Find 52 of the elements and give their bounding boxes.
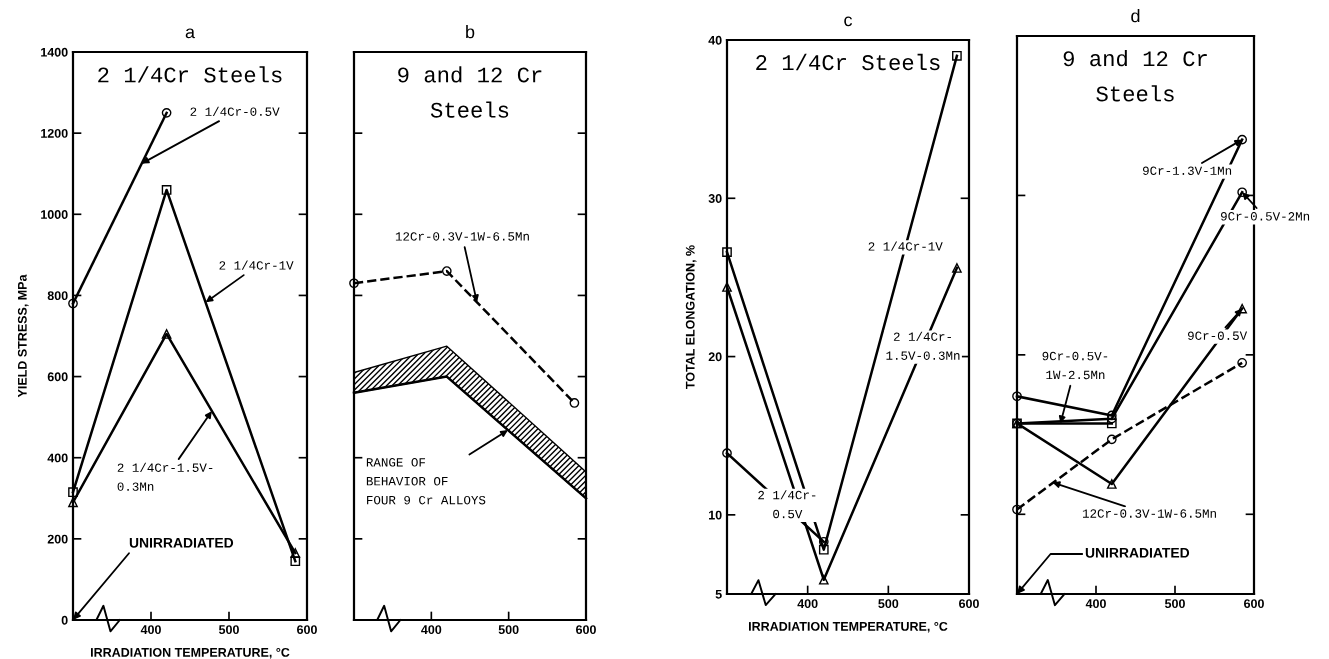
text: 9 and 12 Cr Steels xyxy=(398,66,542,118)
y-tick-label: 1000 xyxy=(41,210,68,219)
annotation: RANGE OF BEHAVIOR OF FOUR 9 Cr ALLOYS xyxy=(366,458,486,505)
annotation: 2 1/4Cr-1V xyxy=(219,260,294,270)
text: 2 1/4Cr Steels xyxy=(98,66,282,83)
annotation: 9Cr-0.5V xyxy=(1188,331,1248,340)
y-axis-title: TOTAL ELONGATION, % xyxy=(685,245,697,389)
chart-title: a xyxy=(185,28,196,39)
chart-subtitle: 2 1/4Cr Steels xyxy=(756,53,940,71)
annotation: 9Cr-1.3V-1Mn xyxy=(1143,166,1232,175)
x-tick-label: 400 xyxy=(1085,599,1106,609)
x-tick-label: 500 xyxy=(878,599,899,609)
x-tick-label: 600 xyxy=(1244,599,1264,609)
y-tick-label: 600 xyxy=(47,372,68,382)
text: 9 and 12 Cr Steels xyxy=(1063,49,1207,102)
y-axis-title: YIELD STRESS, MPa xyxy=(17,274,29,398)
x-axis-title: IRRADIATION TEMPERATURE, °C xyxy=(91,647,290,659)
y-tick-label: 30 xyxy=(708,194,722,203)
x-tick-label: 600 xyxy=(959,599,979,609)
annotation: UNIRRADIATED xyxy=(129,538,234,548)
annotation: UNIRRADIATED xyxy=(1085,548,1190,558)
y-tick-label: 0 xyxy=(61,615,68,625)
annotation: 12Cr-0.3V-1W-6.5Mn xyxy=(1082,509,1216,518)
y-tick-label: 40 xyxy=(708,35,722,45)
x-tick-label: 400 xyxy=(421,625,442,635)
x-tick-label: 500 xyxy=(498,625,519,635)
annotation: 9Cr-0.5V- 1W-2.5Mn xyxy=(1042,351,1108,380)
annotation: 9Cr-0.5V-2Mn xyxy=(1221,212,1310,221)
y-tick-label: 10 xyxy=(709,510,722,520)
annotation: 2 1/4Cr-1.5V- 0.3Mn xyxy=(117,462,213,491)
y-tick-label: 1200 xyxy=(41,128,68,138)
annotation: 2 1/4Cr- 0.5V xyxy=(758,490,816,519)
chart-title: b xyxy=(466,25,475,39)
y-tick-label: 5 xyxy=(715,589,722,599)
annotation: 2 1/4Cr-0.5V xyxy=(190,106,280,116)
x-axis-title: IRRADIATION TEMPERATURE, °C xyxy=(749,621,948,633)
chart-title: d xyxy=(1131,9,1140,23)
y-tick-label: 20 xyxy=(708,352,722,362)
x-tick-label: 600 xyxy=(576,625,596,635)
chart-title: c xyxy=(844,16,853,27)
y-tick-label: 200 xyxy=(47,534,68,544)
y-tick-label: 1400 xyxy=(41,47,68,57)
x-tick-label: 500 xyxy=(218,625,239,635)
x-tick-label: 400 xyxy=(140,625,161,635)
x-tick-label: 600 xyxy=(297,625,317,635)
y-tick-label: 400 xyxy=(47,453,68,463)
y-tick-label: 800 xyxy=(47,291,68,301)
x-tick-label: 400 xyxy=(797,599,818,609)
annotation: 2 1/4Cr-1V xyxy=(868,241,943,251)
annotation: 2 1/4Cr- 1.5V-0.3Mn xyxy=(886,331,960,360)
annotation: 12Cr-0.3V-1W-6.5Mn xyxy=(395,232,529,241)
x-tick-label: 500 xyxy=(1164,599,1185,609)
